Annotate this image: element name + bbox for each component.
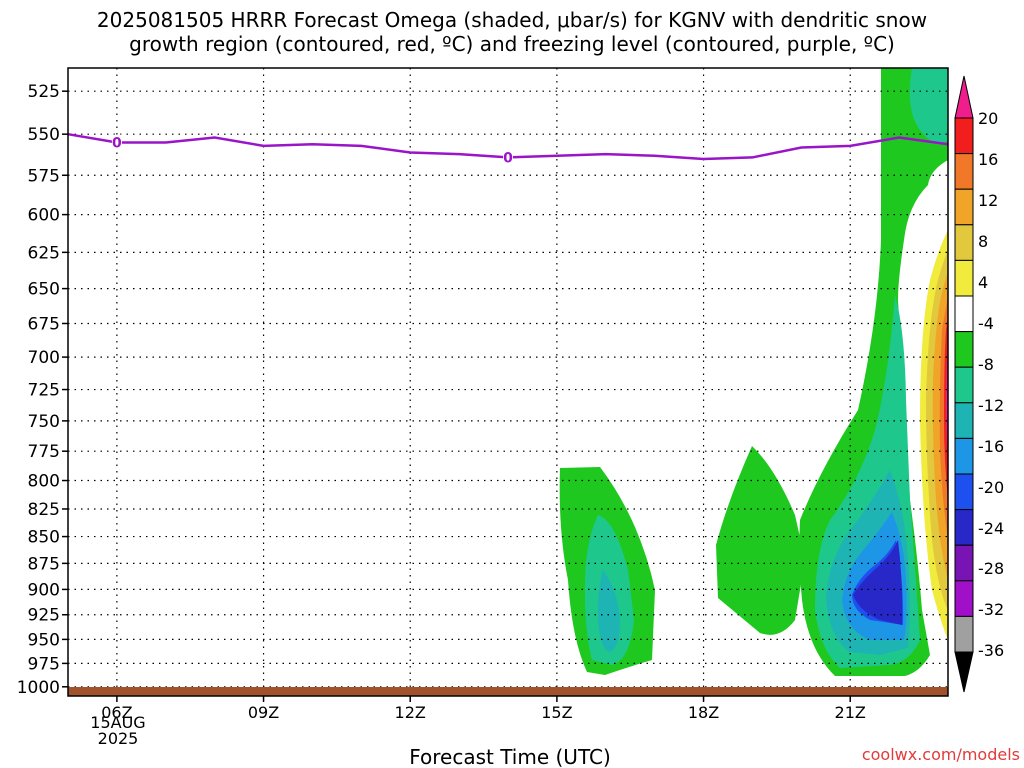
freezing-level-label-bg [503, 149, 513, 166]
y-tick-label: 775 [28, 442, 60, 462]
colorbar: 20 16 12 8 4 -4 -8 -12 -16 -20 -24 -28 -32 -36 [954, 75, 1004, 693]
x-tick-label: 15Z [541, 703, 573, 722]
freezing-level-label: 0 [503, 150, 513, 166]
y-tick-label: 625 [28, 243, 60, 263]
colorbar-label: -8 [978, 355, 994, 374]
surface-rect [68, 687, 948, 696]
colorbar-label: -4 [978, 314, 994, 333]
x-tick-label: 18Z [687, 703, 720, 722]
plot-frame [67, 67, 949, 697]
y-tick-label: 725 [28, 381, 60, 401]
y-tick-label: 875 [28, 554, 60, 574]
y-tick-label: 750 [28, 412, 60, 432]
colorbar-label: -32 [978, 600, 1004, 619]
y-tick-label: 675 [28, 314, 60, 334]
chart-title-line1: 2025081505 HRRR Forecast Omega (shaded, … [96, 8, 928, 32]
colorbar-cell [954, 259, 974, 297]
colorbar-label: 16 [978, 150, 998, 169]
colorbar-cell [954, 188, 974, 226]
colorbar-cell [954, 331, 974, 368]
y-tick-label: 850 [28, 528, 60, 548]
colorbar-cell [954, 224, 974, 261]
colorbar-label: 4 [978, 273, 988, 292]
colorbar-cell [954, 117, 974, 155]
x-tick-label: 06Z [101, 703, 133, 722]
colorbar-top-arrow [954, 75, 974, 119]
omega-region-21z-darkblue [853, 540, 903, 625]
y-tick-label: 700 [28, 348, 60, 368]
x-axis-ticks [116, 696, 851, 702]
omega-shading [559, 68, 948, 676]
colorbar-cell [954, 366, 974, 404]
colorbar-bottom-arrow [954, 651, 974, 693]
colorbar-label: -20 [978, 478, 1004, 497]
colorbar-label: -36 [978, 641, 1004, 660]
x-tick-label: 12Z [394, 703, 426, 722]
colorbar-label: -16 [978, 437, 1004, 456]
chart-title-line2: growth region (contoured, red, ºC) and f… [129, 32, 895, 56]
colorbar-label: 8 [978, 232, 988, 251]
x-date-year: 2025 [97, 729, 139, 748]
colorbar-label: 20 [978, 109, 998, 128]
y-tick-label: 650 [28, 280, 60, 300]
y-tick-label: 975 [28, 654, 60, 674]
y-tick-label: 575 [28, 166, 60, 186]
colorbar-cell [954, 402, 974, 439]
colorbar-cell [954, 509, 974, 546]
freezing-level-labels: 00 [111, 134, 513, 166]
y-tick-label: 925 [28, 606, 60, 626]
colorbar-cell [954, 437, 974, 475]
y-tick-label: 1000 [17, 678, 60, 698]
omega-region-22z-white [910, 190, 948, 530]
colorbar-label: -12 [978, 396, 1004, 415]
surface-band [68, 687, 948, 696]
y-tick-label: 825 [28, 500, 60, 520]
x-tick-label: 09Z [247, 703, 280, 722]
colorbar-label: 12 [978, 191, 998, 210]
colorbar-label: -24 [978, 519, 1004, 538]
colorbar-cell [954, 580, 974, 617]
y-tick-label: 525 [28, 82, 60, 102]
x-date-day: 15AUG [90, 713, 146, 732]
freezing-level-label-bg [111, 134, 122, 151]
y-tick-label: 600 [28, 206, 60, 226]
y-tick-label: 800 [28, 472, 60, 492]
omega-region-22z-teal-top [909, 68, 948, 144]
colorbar-cell [954, 473, 974, 511]
y-tick-label: 950 [28, 630, 60, 650]
colorbar-cell [954, 295, 974, 333]
colorbar-cell [954, 615, 974, 653]
omega-region-15z-cyan [597, 570, 620, 652]
freezing-level-label: 0 [112, 136, 122, 152]
y-axis-ticks: 525 550 575 600 625 650 675 700 725 750 775 800 825 8… [17, 82, 68, 698]
x-axis-title: Forecast Time (UTC) [409, 745, 611, 768]
colorbar-cell [954, 153, 974, 190]
x-tick-label: 21Z [834, 703, 866, 722]
colorbar-label: -28 [978, 559, 1004, 578]
credit-text: coolwx.com/models [861, 745, 1020, 764]
y-tick-label: 550 [28, 125, 60, 145]
omega-region-18z-green [716, 446, 805, 635]
grid-lines [68, 68, 948, 696]
colorbar-cell [954, 544, 974, 582]
y-tick-label: 900 [28, 580, 60, 600]
